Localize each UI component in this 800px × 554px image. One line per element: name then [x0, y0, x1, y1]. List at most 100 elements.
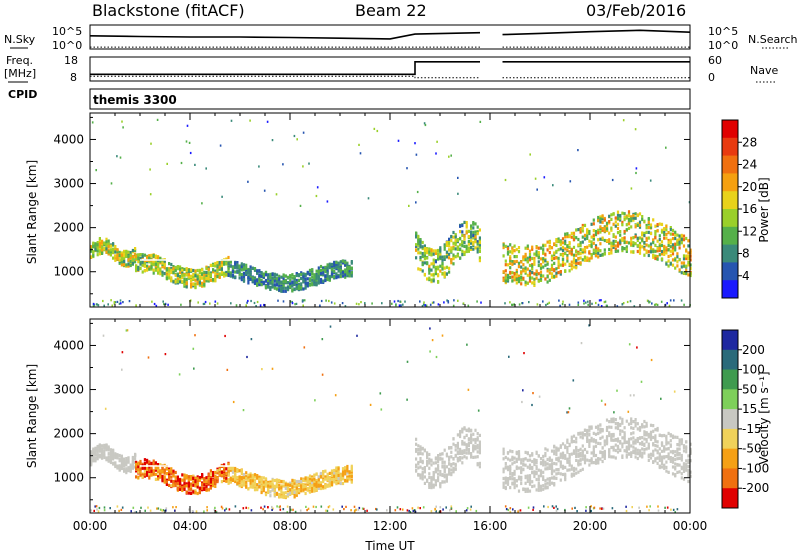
- power-cell: [476, 232, 479, 236]
- power-cell: [203, 302, 206, 305]
- power-cell: [456, 245, 459, 249]
- power-cell: [109, 244, 112, 248]
- velocity-cell: [588, 459, 591, 463]
- velocity-cell: [579, 454, 582, 458]
- power-cell: [579, 256, 582, 260]
- power-cell: [134, 247, 137, 251]
- power-cell: [543, 176, 546, 179]
- power-cell: [459, 224, 462, 228]
- frequency-panel: 18 8 60 0: [64, 54, 722, 84]
- power-cell: [125, 252, 128, 257]
- velocity-cell: [663, 466, 666, 470]
- velocity-cell: [652, 443, 655, 447]
- velocity-cell: [227, 478, 230, 482]
- power-cell: [553, 253, 556, 257]
- cpid-value: themis 3300: [93, 93, 177, 107]
- velocity-cell: [511, 458, 514, 462]
- velocity-cell: [575, 452, 578, 456]
- power-cell: [183, 284, 186, 288]
- velocity-cell: [522, 467, 525, 471]
- velocity-cell: [634, 447, 637, 451]
- velocity-cell: [531, 459, 534, 464]
- power-cell: [465, 249, 468, 253]
- velocity-cell: [524, 489, 527, 493]
- velocity-cell: [548, 458, 551, 462]
- power-cell: [478, 259, 481, 263]
- velocity-cell: [627, 446, 631, 450]
- power-cell: [581, 235, 584, 239]
- velocity-cell: [654, 448, 657, 452]
- velocity-cell: [293, 495, 296, 499]
- power-cell: [632, 218, 635, 222]
- velocity-cell: [419, 476, 422, 480]
- velocity-cell: [430, 463, 433, 467]
- velocity-cell: [330, 480, 334, 484]
- power-cell: [159, 270, 162, 274]
- power-cell: [415, 235, 418, 239]
- power-cell: [170, 270, 173, 274]
- velocity-cell: [643, 443, 646, 447]
- power-cell: [608, 247, 611, 252]
- velocity-cell: [463, 455, 466, 459]
- velocity-cell: [515, 479, 518, 483]
- power-cell: [522, 258, 525, 262]
- velocity-cell: [344, 472, 347, 476]
- power-cell: [156, 118, 159, 121]
- velocity-cell: [470, 453, 473, 457]
- power-cell: [467, 242, 470, 246]
- velocity-cell: [295, 479, 298, 484]
- velocity-cell: [456, 441, 459, 445]
- power-cell: [619, 240, 622, 244]
- velocity-cell: [90, 457, 93, 461]
- velocity-cell: [439, 485, 442, 489]
- power-cell: [513, 303, 515, 306]
- power-cell: [636, 213, 639, 218]
- velocity-cell: [643, 425, 646, 429]
- power-cell: [346, 269, 349, 273]
- power-cell: [566, 259, 569, 263]
- velocity-cell: [520, 458, 523, 462]
- velocity-cell: [467, 427, 470, 431]
- velocity-cell: [575, 458, 578, 462]
- power-cell: [183, 273, 186, 277]
- velocity-cell: [341, 481, 345, 486]
- velocity-cell: [432, 473, 435, 477]
- velocity-cell: [550, 462, 554, 466]
- power-cell: [109, 248, 112, 252]
- power-cell: [311, 272, 314, 276]
- power-cell: [183, 277, 186, 281]
- power-cell: [630, 219, 633, 223]
- velocity-cell: [555, 448, 558, 452]
- power-cell: [454, 255, 457, 259]
- velocity-cell: [176, 481, 179, 485]
- power-cell: [293, 282, 296, 287]
- power-cell: [230, 119, 233, 122]
- velocity-cell: [621, 420, 624, 424]
- velocity-cell: [535, 458, 538, 463]
- velocity-cell: [236, 481, 239, 485]
- power-cell: [520, 275, 523, 280]
- velocity-cell: [284, 491, 287, 495]
- power-cell: [621, 223, 624, 227]
- velocity-cell: [520, 481, 523, 486]
- power-cell: [448, 270, 451, 274]
- power-cell: [611, 178, 614, 182]
- velocity-cell: [308, 477, 312, 481]
- power-cell: [258, 283, 261, 287]
- velocity-cell: [579, 447, 582, 451]
- power-cell: [218, 260, 221, 265]
- velocity-cell: [452, 437, 455, 441]
- power-cell: [504, 259, 507, 263]
- power-cell: [586, 229, 589, 233]
- velocity-cell: [544, 485, 547, 490]
- velocity-cell: [260, 482, 263, 486]
- velocity-cell: [605, 425, 609, 430]
- power-cell: [478, 246, 481, 250]
- power-cell: [572, 253, 576, 257]
- power-cell: [358, 303, 360, 306]
- velocity-cell: [463, 426, 466, 430]
- velocity-cell: [638, 428, 642, 432]
- power-cell: [127, 264, 130, 268]
- power-cell: [223, 274, 226, 278]
- power-cell: [196, 275, 199, 279]
